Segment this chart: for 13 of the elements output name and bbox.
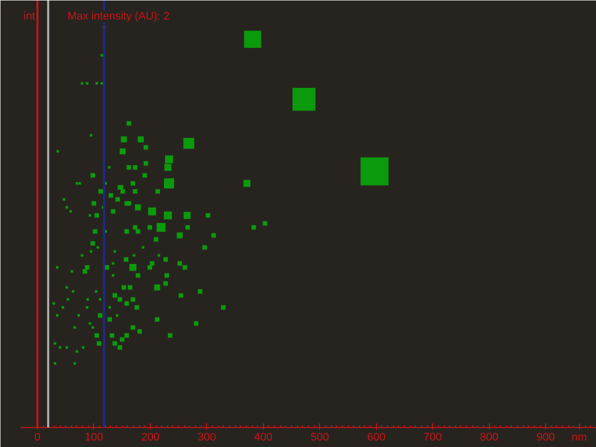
- x-tick-label: 0: [34, 432, 41, 444]
- x-tick-label: 600: [367, 432, 386, 444]
- y-axis-title: int: [24, 10, 36, 22]
- x-tick-label: 100: [84, 432, 104, 444]
- text: Max intensity (AU): 2: [68, 10, 170, 22]
- x-axis-title: nm: [572, 432, 587, 444]
- x-tick-label: 300: [198, 432, 216, 444]
- x-tick-label: 500: [310, 432, 329, 444]
- x-tick-label: 900: [536, 432, 555, 444]
- x-tick-label: 800: [480, 432, 498, 444]
- x-tick-label: 700: [424, 432, 442, 444]
- x-tick-label: 200: [141, 432, 160, 444]
- x-tick-label: 400: [254, 432, 273, 444]
